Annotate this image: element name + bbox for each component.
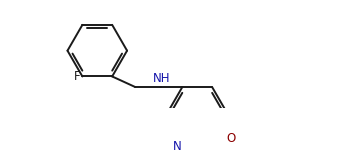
Text: NH: NH	[152, 73, 170, 85]
Text: O: O	[227, 132, 236, 145]
Text: N: N	[173, 140, 181, 152]
Text: F: F	[73, 70, 80, 83]
